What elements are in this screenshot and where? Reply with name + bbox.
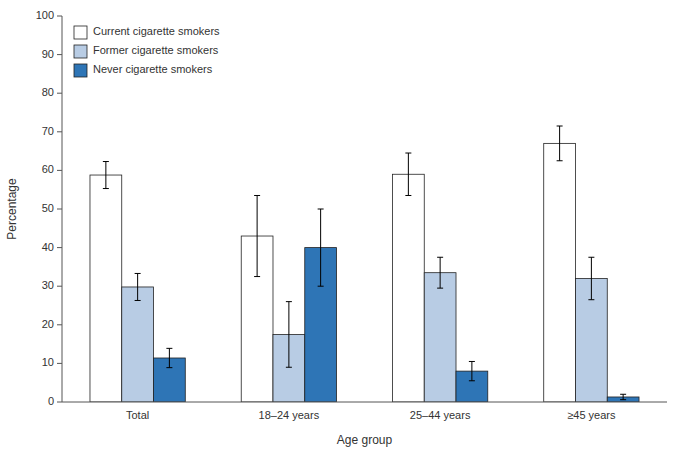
x-axis-line bbox=[62, 402, 667, 403]
chart-svg: 0 10 20 30 40 50 60 70 80 90 100 Total 18–24 years 25… bbox=[0, 0, 683, 454]
error-bar-cap bbox=[103, 188, 109, 189]
error-bar-stem bbox=[257, 195, 258, 276]
error-bar-cap bbox=[620, 399, 626, 400]
error-bar bbox=[135, 273, 141, 300]
x-tick-label: ≥45 years bbox=[567, 409, 616, 421]
error-bar-cap bbox=[437, 257, 443, 258]
bar bbox=[392, 174, 424, 402]
axes: 0 10 20 30 40 50 60 70 80 90 100 Total 18–24 years 25… bbox=[36, 9, 667, 421]
error-bar-stem bbox=[559, 126, 560, 161]
error-bar bbox=[405, 153, 411, 195]
y-tick-label: 60 bbox=[42, 163, 54, 175]
error-bar-cap bbox=[318, 209, 324, 210]
error-bar-stem bbox=[471, 361, 472, 380]
y-tick bbox=[57, 324, 62, 325]
error-bar bbox=[469, 361, 475, 380]
error-bar-cap bbox=[557, 126, 563, 127]
error-bar bbox=[103, 162, 109, 189]
y-tick bbox=[57, 402, 62, 403]
legend-label: Former cigarette smokers bbox=[93, 44, 219, 56]
error-bar-stem bbox=[440, 257, 441, 288]
error-bar bbox=[437, 257, 443, 288]
error-bar-cap bbox=[469, 361, 475, 362]
error-bar-cap bbox=[166, 348, 172, 349]
y-tick-label: 0 bbox=[48, 395, 54, 407]
y-tick-label: 70 bbox=[42, 125, 54, 137]
error-bar-cap bbox=[405, 153, 411, 154]
y-tick-label: 90 bbox=[42, 48, 54, 60]
error-bar bbox=[254, 195, 260, 276]
error-bar-cap bbox=[437, 288, 443, 289]
x-tick-label: 18–24 years bbox=[259, 409, 320, 421]
error-bar-stem bbox=[408, 153, 409, 195]
legend-swatch bbox=[74, 26, 87, 39]
y-tick-label: 30 bbox=[42, 279, 54, 291]
y-axis-label: Percentage bbox=[5, 178, 19, 240]
y-tick bbox=[57, 170, 62, 171]
error-bar-stem bbox=[169, 348, 170, 367]
error-bar bbox=[620, 394, 626, 399]
error-bar-cap bbox=[103, 161, 109, 162]
error-bar-cap bbox=[166, 367, 172, 368]
error-bar bbox=[286, 302, 292, 368]
y-tick bbox=[57, 54, 62, 55]
y-tick bbox=[57, 16, 62, 17]
bar bbox=[424, 273, 456, 402]
error-bar-cap bbox=[254, 195, 260, 196]
y-tick bbox=[57, 286, 62, 287]
error-bar bbox=[318, 209, 324, 286]
error-bar-cap bbox=[620, 394, 626, 395]
error-bar-cap bbox=[318, 286, 324, 287]
x-tick-label: 25–44 years bbox=[410, 409, 471, 421]
error-bar-cap bbox=[254, 276, 260, 277]
error-bar bbox=[166, 348, 172, 367]
x-tick-label: Total bbox=[126, 409, 149, 421]
error-bar-cap bbox=[588, 299, 594, 300]
y-tick-label: 100 bbox=[36, 9, 54, 21]
error-bar bbox=[557, 126, 563, 161]
legend: Current cigarette smokers Former cigarett… bbox=[74, 25, 220, 77]
y-tick bbox=[57, 93, 62, 94]
y-tick-label: 40 bbox=[42, 241, 54, 253]
error-bar-stem bbox=[137, 273, 138, 300]
y-tick bbox=[57, 247, 62, 248]
chart-container: 0 10 20 30 40 50 60 70 80 90 100 Total 18–24 years 25… bbox=[0, 0, 683, 454]
error-bar-cap bbox=[135, 273, 141, 274]
y-tick bbox=[57, 363, 62, 364]
error-bar-cap bbox=[135, 300, 141, 301]
error-bar-stem bbox=[623, 394, 624, 399]
error-bar bbox=[588, 257, 594, 299]
y-tick-label: 50 bbox=[42, 202, 54, 214]
error-bar-cap bbox=[469, 380, 475, 381]
error-bar-stem bbox=[288, 302, 289, 368]
y-tick-label: 80 bbox=[42, 86, 54, 98]
y-tick-label: 10 bbox=[42, 356, 54, 368]
legend-swatch bbox=[74, 64, 87, 77]
error-bar-cap bbox=[588, 257, 594, 258]
error-bar-cap bbox=[557, 160, 563, 161]
legend-label: Never cigarette smokers bbox=[93, 63, 213, 75]
y-tick-label: 20 bbox=[42, 318, 54, 330]
error-bar-stem bbox=[105, 162, 106, 189]
y-tick bbox=[57, 131, 62, 132]
error-bar-cap bbox=[286, 367, 292, 368]
error-bar-cap bbox=[286, 301, 292, 302]
bar bbox=[90, 175, 122, 402]
bars bbox=[90, 126, 639, 402]
x-axis-label: Age group bbox=[337, 433, 393, 447]
legend-swatch bbox=[74, 45, 87, 58]
bar bbox=[122, 287, 154, 402]
error-bar-cap bbox=[405, 195, 411, 196]
error-bar-stem bbox=[320, 209, 321, 286]
error-bar-stem bbox=[591, 257, 592, 299]
legend-label: Current cigarette smokers bbox=[93, 25, 220, 37]
bar bbox=[544, 143, 576, 402]
y-tick bbox=[57, 209, 62, 210]
